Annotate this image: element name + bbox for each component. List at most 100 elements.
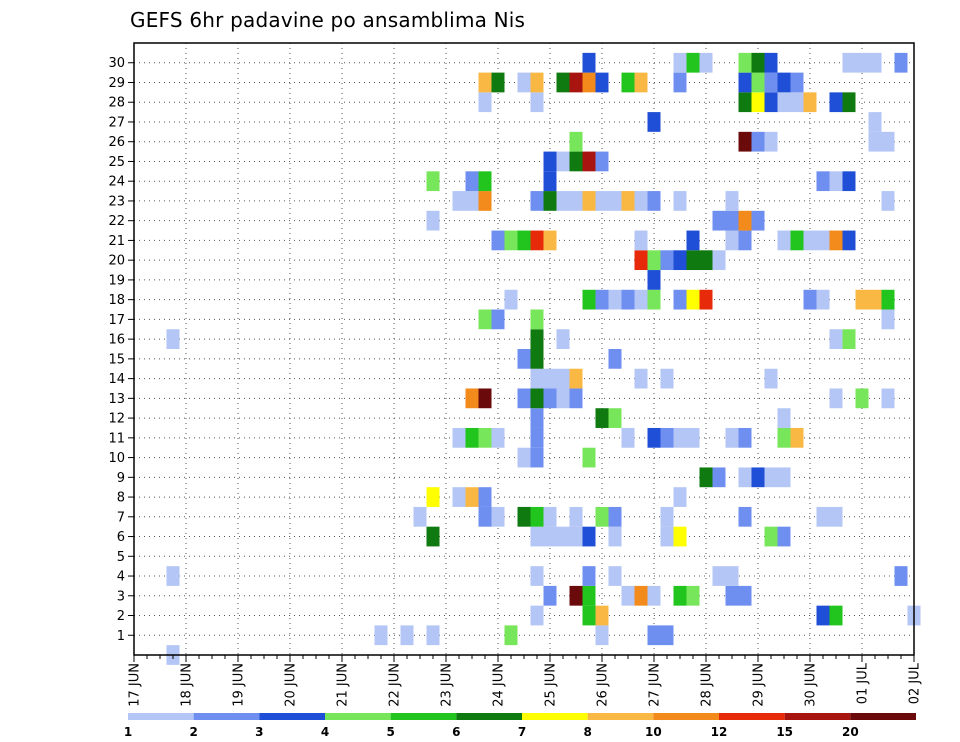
- heatmap-cell: [803, 289, 817, 310]
- heatmap-cell: [569, 368, 583, 389]
- heatmap-cell: [647, 289, 661, 310]
- y-tick-label: 20: [108, 254, 125, 269]
- heatmap-cell: [465, 427, 479, 448]
- heatmap-cell: [647, 427, 661, 448]
- heatmap-cell: [712, 210, 726, 231]
- heatmap-cell: [660, 506, 674, 527]
- heatmap-cell: [647, 625, 661, 646]
- heatmap-cell: [582, 72, 596, 93]
- y-tick-label: 27: [108, 115, 125, 130]
- colorbar-swatch: [456, 713, 522, 720]
- heatmap-cell: [465, 191, 479, 211]
- heatmap-cell: [699, 467, 713, 488]
- heatmap-cell: [543, 171, 557, 192]
- heatmap-cell: [751, 52, 765, 73]
- y-tick-label: 24: [108, 175, 125, 190]
- heatmap-cell: [556, 368, 570, 389]
- heatmap-cell: [881, 131, 895, 152]
- heatmap-cell: [725, 191, 739, 211]
- y-tick-label: 11: [108, 431, 125, 446]
- colorbar-label: 2: [189, 725, 197, 739]
- heatmap-cell: [725, 230, 739, 251]
- heatmap-cell: [556, 72, 570, 93]
- colorbar-label: 12: [711, 725, 728, 739]
- heatmap-cell: [790, 427, 804, 448]
- y-tick-label: 16: [108, 333, 125, 348]
- heatmap-cell: [465, 171, 479, 192]
- heatmap-cell: [634, 289, 648, 310]
- x-tick-label: 23 JUN: [440, 663, 455, 707]
- y-tick-label: 29: [108, 76, 125, 91]
- heatmap-cell: [530, 191, 544, 211]
- x-tick-label: 26 JUN: [596, 663, 611, 707]
- heatmap-cell: [530, 566, 544, 586]
- heatmap-cell: [595, 506, 609, 527]
- colorbar-swatch: [259, 713, 325, 720]
- heatmap-cell: [543, 526, 557, 547]
- colorbar-label: 7: [518, 725, 526, 739]
- heatmap-cell: [647, 112, 661, 132]
- heatmap-cell: [478, 191, 492, 211]
- heatmap-cell: [894, 52, 908, 73]
- heatmap-cell: [777, 230, 791, 251]
- heatmap-cell: [530, 605, 544, 626]
- heatmap-cell: [673, 72, 687, 93]
- heatmap-cell: [452, 487, 466, 507]
- heatmap-cell: [738, 506, 752, 527]
- heatmap-cell: [426, 625, 440, 646]
- x-tick-label: 30 JUN: [804, 663, 819, 707]
- heatmap-cell: [699, 250, 713, 271]
- heatmap-cell: [517, 447, 531, 468]
- y-tick-label: 9: [117, 471, 125, 486]
- heatmap-cell: [582, 605, 596, 626]
- heatmap-cell: [673, 250, 687, 271]
- heatmap-cell: [634, 230, 648, 251]
- heatmap-cell: [517, 388, 531, 409]
- heatmap-cell: [712, 467, 726, 488]
- heatmap-cell: [699, 289, 713, 310]
- heatmap-cell: [608, 289, 622, 310]
- heatmap-cell: [673, 52, 687, 73]
- heatmap-cell: [491, 427, 505, 448]
- heatmap-cell: [595, 408, 609, 428]
- y-tick-label: 28: [108, 96, 125, 111]
- heatmap-cell: [634, 250, 648, 271]
- heatmap-cell: [465, 388, 479, 409]
- heatmap-cell: [426, 210, 440, 231]
- colorbar-label: 20: [842, 725, 859, 739]
- heatmap-cell: [634, 72, 648, 93]
- heatmap-cell: [517, 506, 531, 527]
- x-axis: 17 JUN 18 JUN 19 JUN 20 JUN 21 JUN 22 JUN 23 J…: [128, 655, 923, 707]
- x-tick-label: 19 JUN: [232, 663, 247, 707]
- heatmap-cell: [855, 52, 869, 73]
- y-tick-label: 14: [108, 372, 125, 387]
- heatmap-cell: [842, 230, 856, 251]
- y-tick-label: 13: [108, 392, 125, 407]
- heatmap-cell: [738, 72, 752, 93]
- heatmap-cell: [816, 506, 830, 527]
- heatmap-cell: [491, 72, 505, 93]
- heatmap-cell: [829, 388, 843, 409]
- heatmap-cell: [569, 506, 583, 527]
- y-axis: 1234567891011121314151617181920212223242…: [108, 56, 134, 644]
- colorbar-label: 3: [255, 725, 263, 739]
- heatmap-cell: [530, 368, 544, 389]
- chart-title: GEFS 6hr padavine po ansamblima Nis: [130, 8, 526, 32]
- y-tick-label: 25: [108, 155, 125, 170]
- heatmap-cell: [166, 566, 180, 586]
- heatmap-cell: [465, 487, 479, 507]
- colorbar-label: 5: [386, 725, 394, 739]
- heatmap-cell: [647, 270, 661, 290]
- heatmap-cell: [738, 585, 752, 606]
- heatmap-cell: [660, 250, 674, 271]
- heatmap-cell: [738, 92, 752, 113]
- heatmap-cell: [842, 171, 856, 192]
- heatmap-cell: [816, 605, 830, 626]
- heatmap-cell: [634, 585, 648, 606]
- y-tick-label: 5: [117, 550, 125, 565]
- x-tick-label: 17 JUN: [128, 663, 143, 707]
- heatmap-cell: [829, 171, 843, 192]
- y-tick-label: 26: [108, 135, 125, 150]
- colorbar-swatch: [193, 713, 260, 720]
- heatmap-cell: [855, 289, 869, 310]
